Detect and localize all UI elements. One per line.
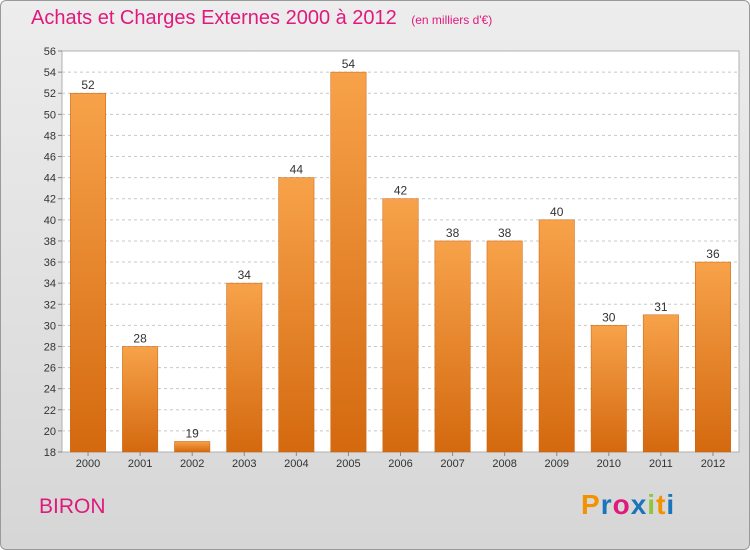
bar-value-label: 31 xyxy=(654,300,668,314)
bar-2012 xyxy=(695,261,731,453)
y-tick-label: 56 xyxy=(44,46,56,58)
y-tick-label: 50 xyxy=(44,109,56,121)
y-axis: 18 20 22 24 26 28 30 32 34 36 38 40 42 44 46 48 50 52 54 56 xyxy=(44,46,62,459)
logo-letter: i xyxy=(647,489,657,520)
x-tick-label: 2004 xyxy=(284,458,308,470)
proxiti-logo: Proxiti xyxy=(581,489,675,521)
bar-value-label: 38 xyxy=(446,226,460,240)
bar-value-label: 34 xyxy=(238,268,252,282)
y-tick-label: 34 xyxy=(44,278,56,290)
bar-value-label: 54 xyxy=(342,57,356,71)
bar-2004 xyxy=(278,177,315,453)
y-tick-label: 26 xyxy=(44,363,56,375)
x-tick-label: 2008 xyxy=(492,458,516,470)
bar-value-label: 36 xyxy=(706,247,720,261)
y-tick-label: 20 xyxy=(44,426,56,438)
y-tick-label: 30 xyxy=(44,320,56,332)
bar-2009 xyxy=(538,219,575,453)
bar-value-label: 30 xyxy=(602,310,616,324)
y-tick-label: 40 xyxy=(44,215,56,227)
bar-2005 xyxy=(330,71,367,453)
bar-2007 xyxy=(434,240,471,453)
bar-2001 xyxy=(122,346,159,453)
x-tick-label: 2010 xyxy=(597,458,621,470)
x-axis: 2000 2001 2002 2003 2004 2005 2006 2007 2008 2009… xyxy=(76,452,725,470)
y-tick-label: 38 xyxy=(44,236,56,248)
bar-2003 xyxy=(226,282,263,453)
y-tick-label: 28 xyxy=(44,341,56,353)
y-tick-label: 36 xyxy=(44,257,56,269)
unit-note: (en milliers d'€) xyxy=(411,13,493,27)
x-tick-label: 2002 xyxy=(180,458,204,470)
chart-title: Achats et Charges Externes 2000 à 2012 xyxy=(31,7,397,29)
x-tick-label: 2003 xyxy=(232,458,256,470)
y-tick-label: 32 xyxy=(44,299,56,311)
bars: 52 28 19 34 44 54 42 38 38 40 30 31 36 xyxy=(70,57,731,453)
bar-value-label: 52 xyxy=(81,78,95,92)
y-tick-label: 22 xyxy=(44,405,56,417)
x-tick-label: 2011 xyxy=(649,458,673,470)
bar-value-label: 19 xyxy=(186,426,200,440)
bar-value-label: 38 xyxy=(498,226,512,240)
title-row: Achats et Charges Externes 2000 à 2012 (… xyxy=(31,7,492,30)
bar-value-label: 28 xyxy=(133,331,147,345)
x-tick-label: 2006 xyxy=(388,458,412,470)
logo-letter: o xyxy=(612,489,631,520)
logo-letter: P xyxy=(581,489,601,520)
x-tick-label: 2001 xyxy=(128,458,152,470)
y-tick-label: 42 xyxy=(44,194,56,206)
y-tick-label: 24 xyxy=(44,384,56,396)
bar-value-label: 40 xyxy=(550,205,564,219)
bar-2000 xyxy=(70,92,106,453)
y-tick-label: 52 xyxy=(44,88,56,100)
commune-name: BIRON xyxy=(39,495,106,518)
y-tick-label: 46 xyxy=(44,152,56,164)
bar-2002 xyxy=(174,441,211,453)
bar-value-label: 44 xyxy=(290,163,304,177)
bar-2006 xyxy=(382,198,419,453)
y-tick-label: 18 xyxy=(44,447,56,459)
x-tick-label: 2012 xyxy=(701,458,725,470)
bar-2011 xyxy=(642,314,679,453)
bar-2008 xyxy=(486,240,523,453)
logo-letter: i xyxy=(666,489,676,520)
y-tick-label: 44 xyxy=(44,173,56,185)
x-tick-label: 2009 xyxy=(544,458,568,470)
y-tick-label: 54 xyxy=(44,67,56,79)
logo-letter: r xyxy=(600,489,613,520)
y-tick-label: 48 xyxy=(44,130,56,142)
logo-letter: x xyxy=(630,489,648,520)
bar-2010 xyxy=(590,325,627,453)
x-tick-label: 2000 xyxy=(76,458,100,470)
x-tick-label: 2007 xyxy=(440,458,464,470)
bar-value-label: 42 xyxy=(394,184,408,198)
logo-letter: t xyxy=(656,489,667,520)
x-tick-label: 2005 xyxy=(336,458,360,470)
